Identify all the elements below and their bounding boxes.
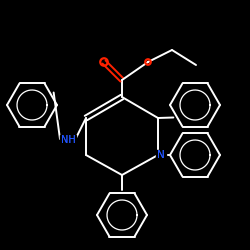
Text: N: N: [157, 150, 165, 160]
Bar: [60, 135, 76, 145]
Bar: [156, 150, 166, 160]
Text: NH: NH: [60, 135, 76, 145]
Text: NH: NH: [60, 135, 76, 145]
Text: N: N: [157, 150, 165, 160]
